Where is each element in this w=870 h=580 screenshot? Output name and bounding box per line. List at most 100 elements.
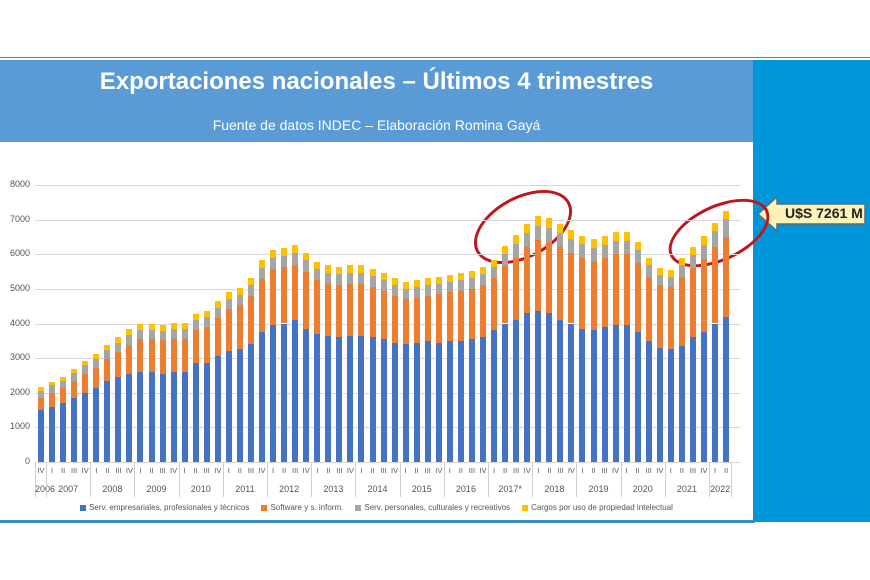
bar-segment (281, 267, 288, 324)
bar-segment (115, 352, 122, 378)
bar-segment (380, 290, 387, 340)
bar-segment (236, 294, 243, 306)
quarter-label: IV (258, 466, 266, 475)
bar-segment (358, 335, 365, 462)
bar-segment (513, 320, 520, 462)
bar-segment (281, 248, 288, 256)
bar-segment (336, 337, 343, 462)
bar-segment (259, 260, 265, 269)
bar-segment (656, 285, 663, 348)
bar-segment (413, 297, 420, 343)
bar-segment (93, 354, 100, 360)
bar-segment (325, 335, 332, 462)
year-separator (355, 463, 357, 497)
quarter-label: II (503, 466, 508, 475)
slide-title: Exportaciones nacionales – Últimos 4 tri… (99, 68, 654, 95)
quarter-label: III (645, 466, 652, 475)
quarter-label: IV (656, 466, 664, 475)
bar-segment (701, 235, 707, 245)
bar-segment (325, 272, 332, 284)
bar-segment (723, 210, 730, 219)
bar-segment (159, 330, 166, 341)
bar-segment (568, 230, 575, 239)
bar-segment (579, 235, 586, 245)
bar-segment (380, 280, 387, 291)
bar-segment (491, 259, 498, 268)
bar-segment (38, 387, 44, 391)
bar-segment (689, 268, 696, 338)
year-label: 2018 (544, 484, 565, 494)
legend-label: Serv. empresariales, profesionales y téc… (89, 503, 250, 512)
bar-segment (601, 244, 608, 258)
quarter-label: III (336, 466, 343, 475)
gridline (35, 185, 740, 186)
bar-segment (701, 259, 707, 333)
bar-segment (137, 323, 144, 330)
bar-segment (380, 339, 387, 462)
bar-segment (524, 247, 531, 314)
bar-segment (358, 265, 365, 273)
bar-segment (281, 255, 288, 268)
year-label: 2012 (279, 484, 300, 494)
bar-segment (535, 215, 542, 226)
year-label: 2021 (676, 484, 697, 494)
bar-segment (82, 365, 89, 374)
bar-segment (491, 330, 498, 462)
y-tick-label: 3000 (9, 352, 30, 363)
quarter-label: IV (170, 466, 178, 475)
year-separator (134, 463, 136, 497)
quarter-label: IV (125, 466, 133, 475)
chart-legend: Serv. empresariales, profesionales y téc… (0, 503, 753, 512)
bar-segment (148, 371, 155, 462)
bar-segment (369, 276, 376, 288)
bar-segment (281, 323, 288, 462)
year-separator (664, 463, 666, 497)
year-label: 2014 (367, 484, 388, 494)
year-separator (267, 463, 269, 497)
bar-segment (457, 280, 464, 291)
bar-segment (468, 278, 475, 289)
bar-segment (446, 340, 453, 462)
year-label: 2009 (146, 484, 167, 494)
legend-swatch (355, 504, 362, 511)
bar-segment (214, 317, 221, 357)
bar-segment (491, 278, 498, 331)
quarter-label: III (115, 466, 122, 475)
bar-segment (480, 285, 486, 338)
bar-segment (535, 225, 542, 241)
bar-segment (502, 323, 509, 462)
bar-segment (689, 246, 696, 255)
bar-segment (225, 351, 232, 462)
quarter-label: I (714, 466, 717, 475)
quarter-label: III (557, 466, 564, 475)
bar-segment (259, 268, 265, 280)
bar-segment (435, 276, 442, 284)
bar-segment (645, 258, 652, 266)
quarter-label: I (625, 466, 628, 475)
bar-segment (656, 268, 663, 276)
bar-segment (159, 324, 166, 331)
bar-segment (236, 287, 243, 295)
quarter-label: II (193, 466, 198, 475)
bar-segment (236, 349, 243, 462)
bar-segment (314, 333, 321, 462)
quarter-label: II (724, 466, 729, 475)
quarter-label: II (635, 466, 640, 475)
bar-segment (126, 335, 133, 345)
bar-segment (148, 339, 155, 372)
bar-segment (71, 380, 78, 398)
year-label: 2010 (190, 484, 211, 494)
bar-segment (546, 218, 553, 228)
y-tick-label: 0 (24, 456, 30, 466)
bar-segment (402, 281, 409, 289)
bar-segment (203, 311, 210, 318)
year-separator (46, 463, 48, 497)
gridline (35, 323, 740, 325)
bar-segment (391, 285, 398, 296)
bar-segment (634, 262, 641, 333)
quarter-label: I (183, 466, 186, 475)
bar-segment (192, 313, 199, 321)
bar-segment (170, 371, 177, 462)
bar-segment (568, 252, 575, 324)
bar-segment (181, 322, 188, 330)
